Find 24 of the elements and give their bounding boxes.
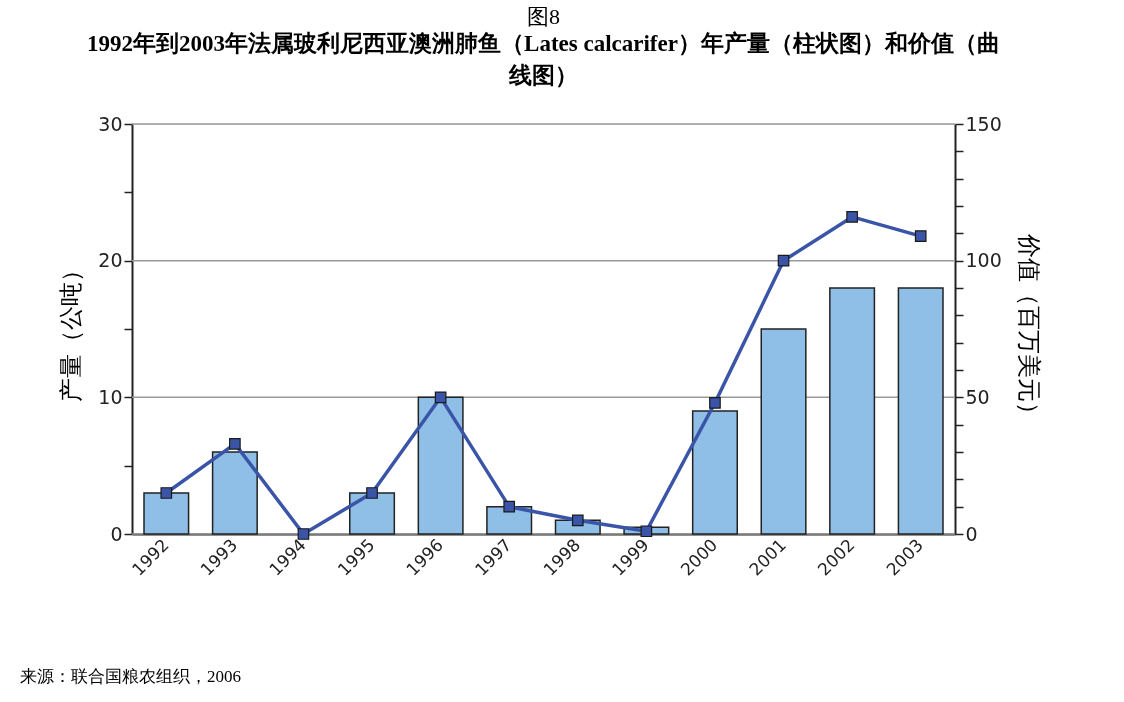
point bbox=[846, 211, 858, 223]
y-tick-label: 20 bbox=[98, 249, 123, 272]
point bbox=[709, 396, 721, 409]
point bbox=[503, 500, 516, 513]
y-tick-label: 0 bbox=[110, 522, 123, 545]
point bbox=[434, 391, 447, 404]
y2-tick-label: 100 bbox=[965, 249, 1002, 272]
y2-tick-label: 0 bbox=[965, 522, 978, 545]
point bbox=[366, 487, 378, 499]
chart-title: 图8 bbox=[527, 4, 560, 29]
source-note: 来源：联合国粮农组织，2006 bbox=[20, 667, 241, 686]
point bbox=[914, 230, 927, 242]
point bbox=[160, 487, 173, 499]
y2-tick-label: 50 bbox=[965, 385, 990, 408]
y-tick-label: 10 bbox=[98, 385, 123, 408]
point bbox=[640, 525, 653, 538]
y2-axis-title: 价值（百万美元） bbox=[1015, 232, 1042, 426]
point bbox=[229, 437, 241, 450]
y-tick-label: 30 bbox=[98, 112, 123, 135]
point bbox=[297, 528, 310, 540]
chart-subtitle: 1992年到2003年法属玻利尼西亚澳洲肺鱼（Lates calcarifer）年产量（柱状图）和价值（曲线图） bbox=[87, 31, 1000, 88]
y2-tick-label: 150 bbox=[965, 112, 1002, 135]
point bbox=[777, 254, 790, 267]
y-axis-title: 产量（公吨） bbox=[58, 257, 85, 402]
